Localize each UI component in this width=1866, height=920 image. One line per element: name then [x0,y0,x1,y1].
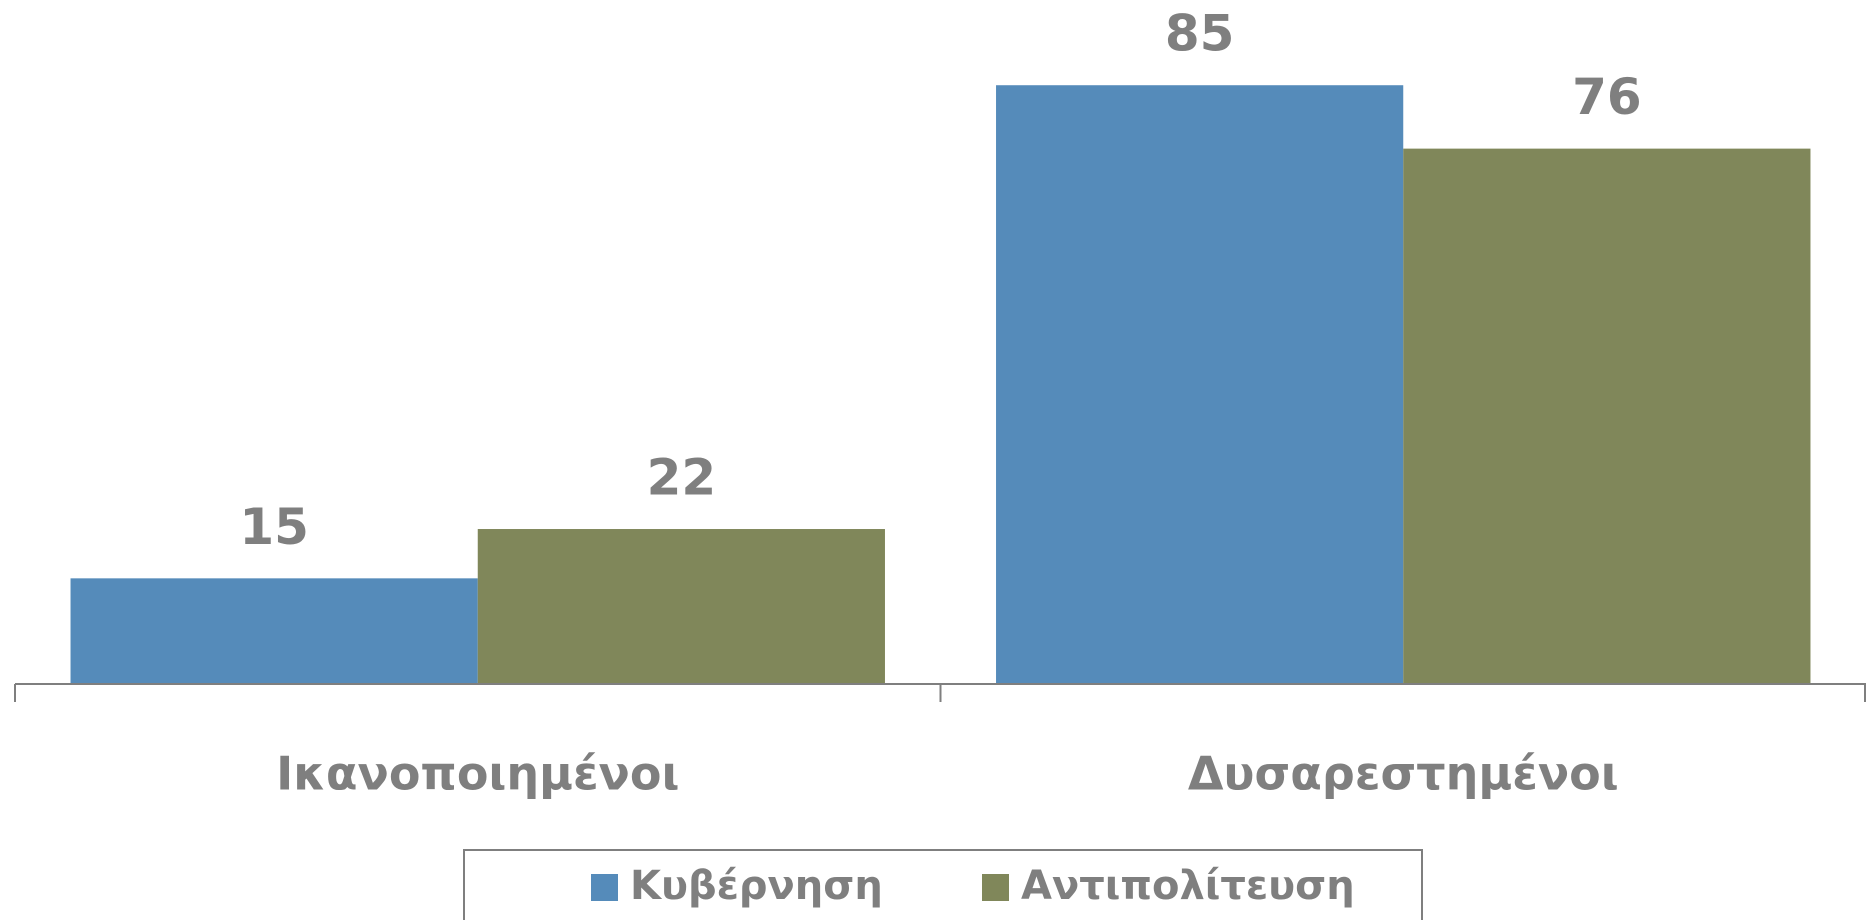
x-tick-label: Δυσαρεστημένοι [1188,747,1619,801]
data-label: 15 [239,498,309,556]
legend-label: Αντιπολίτευση [1021,863,1355,909]
bar [477,529,885,684]
data-label: 76 [1572,68,1642,126]
bar [1403,148,1811,685]
legend-label: Κυβέρνηση [630,863,883,909]
bar [996,85,1404,684]
legend-box [463,849,1423,920]
bar [70,578,478,684]
legend-swatch [591,874,618,901]
x-tick-label: Ικανοποιημένοι [276,747,679,801]
legend-swatch [982,874,1009,901]
data-label: 85 [1165,5,1235,63]
data-label: 22 [647,449,717,507]
